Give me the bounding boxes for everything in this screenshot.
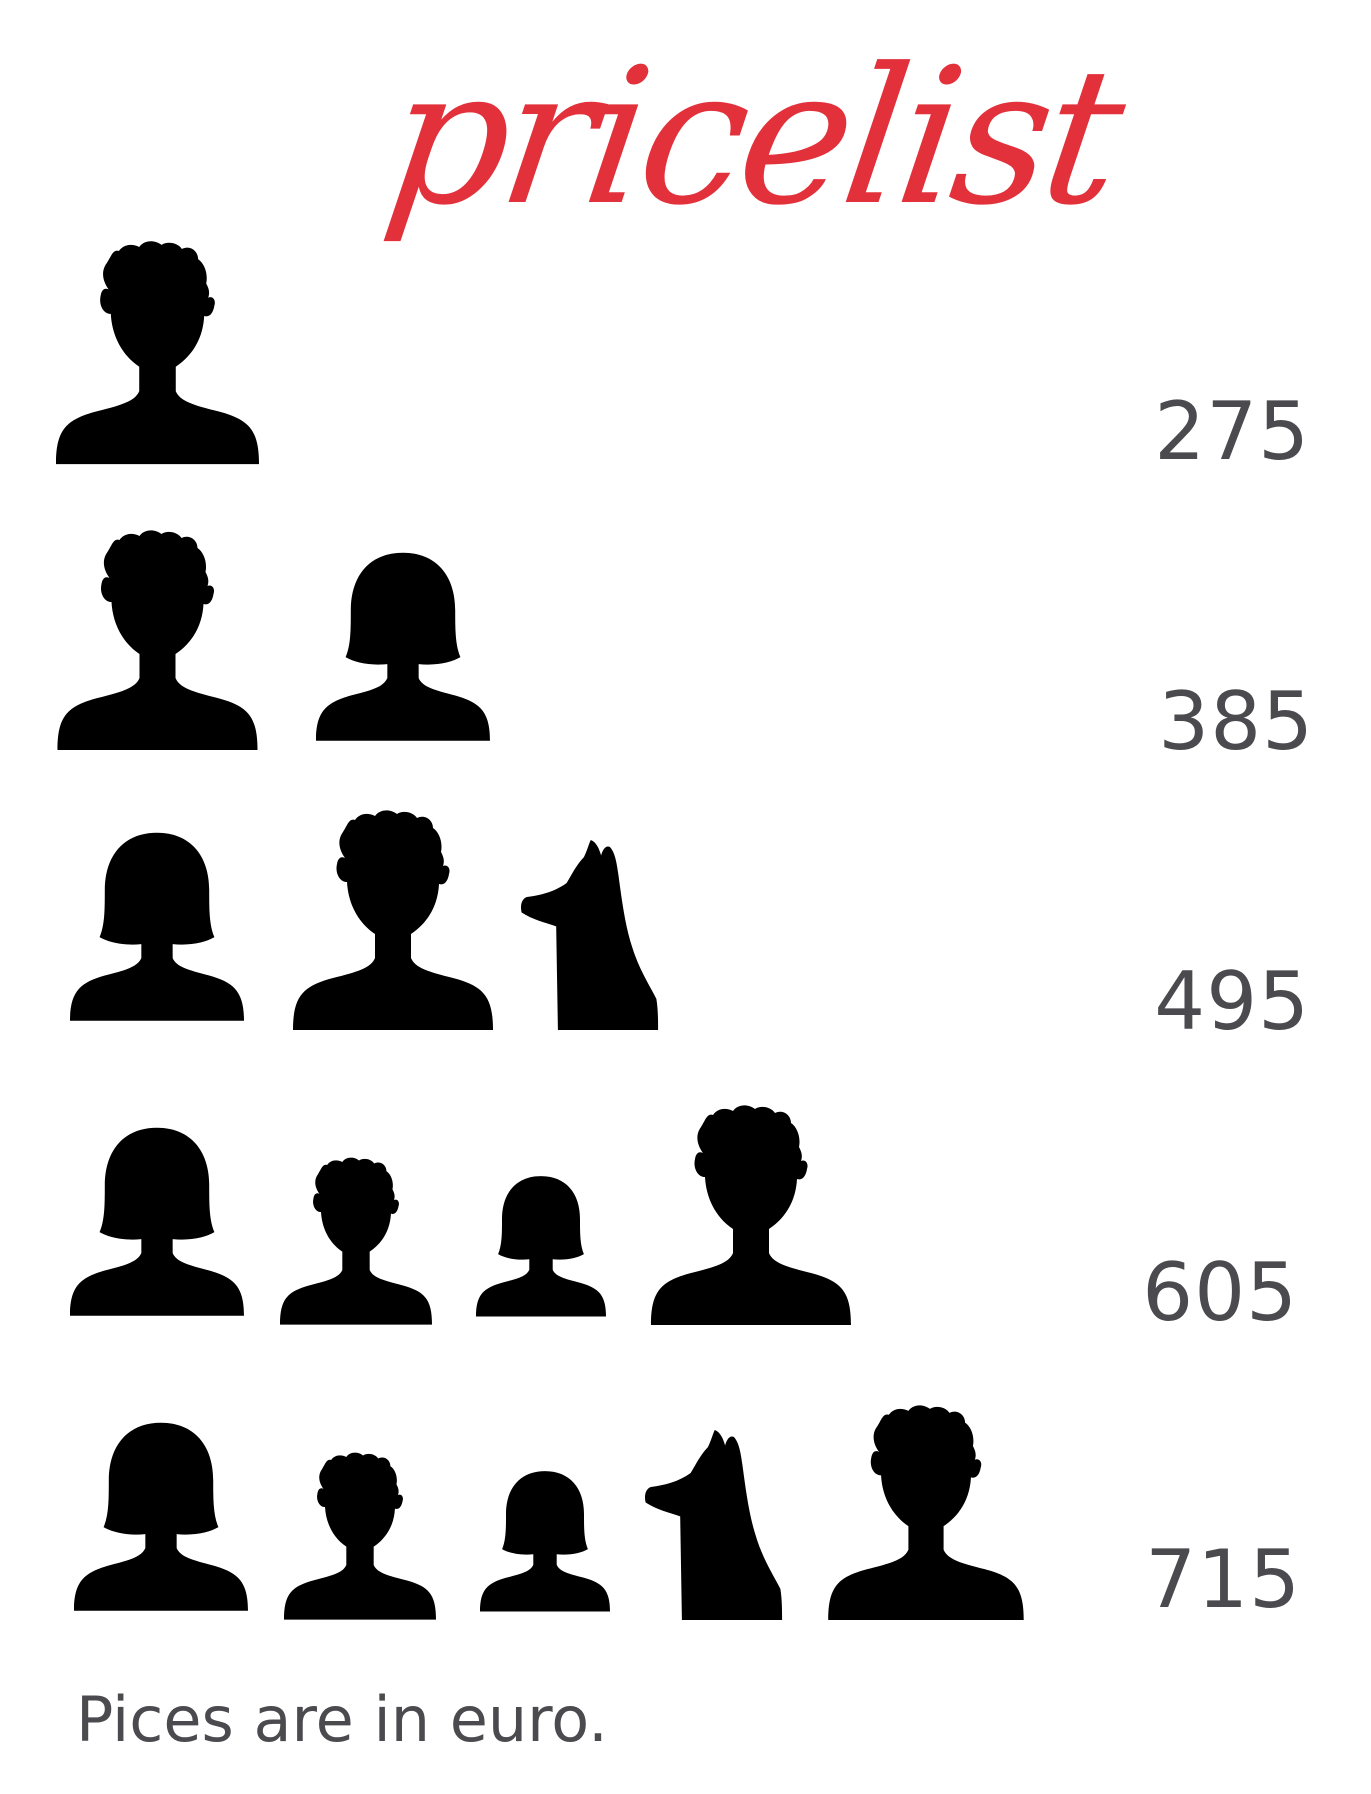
- girl-icon: [476, 1165, 606, 1325]
- boy-icon: [280, 1157, 432, 1325]
- man-icon: [292, 810, 494, 1030]
- package-row: 495: [0, 810, 1371, 1042]
- woman-icon: [70, 820, 244, 1030]
- dog-icon: [515, 840, 663, 1030]
- man-icon: [56, 530, 259, 750]
- package-price: 385: [1158, 675, 1314, 768]
- package-price: 715: [1145, 1533, 1301, 1626]
- man-icon: [56, 240, 259, 465]
- man-icon: [650, 1105, 852, 1325]
- package-row: 275: [0, 240, 1371, 472]
- currency-note: Pices are in euro.: [76, 1683, 608, 1756]
- woman-icon: [70, 1115, 244, 1325]
- package-row: 605: [0, 1105, 1371, 1333]
- woman-icon: [74, 1410, 248, 1620]
- woman-icon: [316, 540, 490, 750]
- package-price: 275: [1154, 385, 1310, 478]
- pricelist-title: pricelist: [374, 28, 1131, 247]
- package-price: 495: [1154, 955, 1310, 1048]
- girl-icon: [480, 1460, 610, 1620]
- man-icon: [826, 1405, 1026, 1620]
- dog-icon: [640, 1430, 786, 1620]
- boy-icon: [284, 1452, 436, 1620]
- package-row: 385: [0, 530, 1371, 762]
- package-price: 605: [1142, 1246, 1298, 1339]
- package-row: 715: [0, 1405, 1371, 1620]
